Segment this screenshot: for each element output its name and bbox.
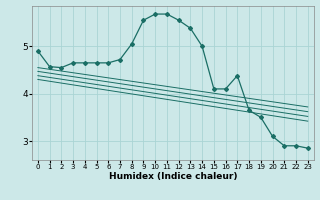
X-axis label: Humidex (Indice chaleur): Humidex (Indice chaleur) [108, 172, 237, 181]
